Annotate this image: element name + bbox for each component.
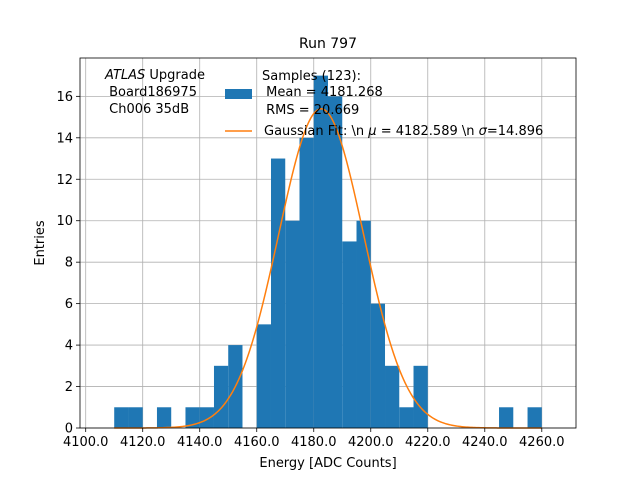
- y-tick-label: 10: [56, 214, 73, 229]
- histogram-bar: [399, 407, 414, 428]
- y-axis-ticks: 0 2 4 6 8 10 12 14 16: [56, 90, 80, 437]
- chart-title: Run 797: [299, 36, 357, 52]
- histogram-bar: [370, 303, 386, 428]
- y-tick-label: 4: [65, 339, 73, 354]
- x-tick-label: 4160.0: [234, 435, 280, 450]
- histogram-bar: [527, 407, 542, 428]
- histogram-bar: [128, 407, 143, 428]
- histogram-bar: [270, 158, 286, 428]
- y-tick-label: 14: [56, 131, 73, 146]
- x-tick-label: 4100.0: [63, 435, 109, 450]
- histogram-bar: [313, 75, 328, 428]
- annotation-line: Ch006 35dB: [105, 102, 189, 117]
- legend-histogram-label-line: Samples (123):: [262, 69, 361, 84]
- annotation-line: Board186975: [105, 85, 197, 100]
- histogram-bar: [185, 407, 200, 428]
- histogram-bar: [199, 407, 214, 428]
- plot-frame: [79, 57, 577, 429]
- legend: Samples (123): Mean = 4181.268 RMS = 20.…: [225, 69, 543, 139]
- legend-histogram-label-line: RMS = 20.669: [262, 103, 359, 118]
- histogram-bar: [356, 220, 371, 428]
- histogram-bar: [213, 365, 229, 428]
- x-axis-ticks: 4100.0 4120.0 4140.0 4160.0 4180.0 4200.0 4220…: [63, 428, 565, 450]
- histogram-bar: [499, 407, 514, 428]
- histogram-bar: [299, 137, 314, 428]
- x-tick-label: 4260.0: [519, 435, 565, 450]
- histogram-bar: [256, 324, 271, 428]
- x-tick-label: 4180.0: [291, 435, 337, 450]
- y-axis-label: Entries: [33, 220, 48, 266]
- y-tick-label: 8: [65, 256, 73, 271]
- y-tick-label: 2: [65, 380, 73, 395]
- histogram-bar: [342, 241, 357, 428]
- legend-fit-label: Gaussian Fit: \n μ = 4182.589 \n σ=14.89…: [264, 124, 543, 139]
- plot-area: [79, 57, 577, 429]
- gaussian-fit-curve: [114, 108, 542, 429]
- histogram-bar: [413, 365, 428, 428]
- x-tick-label: 4240.0: [462, 435, 508, 450]
- y-tick-label: 12: [56, 173, 73, 188]
- x-axis-label: Energy [ADC Counts]: [259, 456, 396, 471]
- histogram-bar: [385, 365, 400, 428]
- x-tick-label: 4200.0: [348, 435, 394, 450]
- x-tick-label: 4140.0: [177, 435, 223, 450]
- x-tick-label: 4120.0: [120, 435, 166, 450]
- y-tick-label: 6: [65, 297, 73, 312]
- legend-histogram-label-line: Mean = 4181.268: [262, 85, 383, 100]
- atlas-annotation: ATLAS Upgrade Board186975 Ch006 35dB: [104, 68, 205, 117]
- legend-histogram-swatch: [225, 89, 252, 99]
- y-tick-label: 16: [56, 90, 73, 105]
- histogram-bar: [328, 96, 343, 428]
- histogram-bar: [285, 220, 300, 428]
- histogram-bar: [114, 407, 129, 428]
- x-tick-label: 4220.0: [405, 435, 451, 450]
- y-tick-label: 0: [65, 422, 73, 437]
- annotation-line: ATLAS Upgrade: [104, 68, 205, 83]
- histogram-bar: [156, 407, 172, 428]
